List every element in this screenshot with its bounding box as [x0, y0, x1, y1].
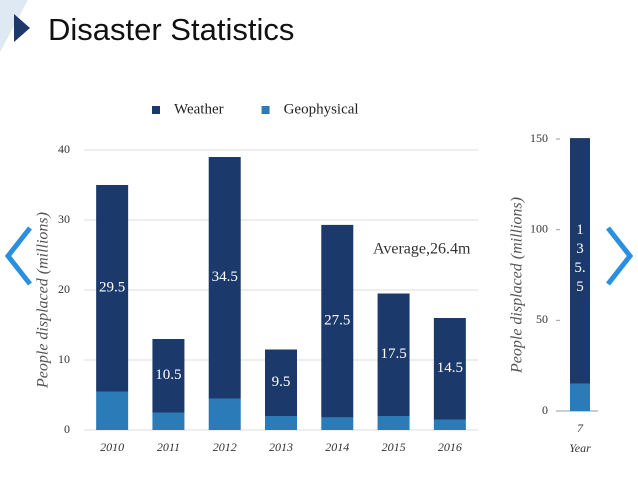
bar-segment [208, 398, 241, 430]
y-tick-label: 30 [58, 212, 70, 226]
x-tick-label: 2015 [382, 440, 406, 454]
bar-segment [433, 419, 466, 430]
data-label: 9.5 [272, 374, 291, 390]
y-axis-title: People displaced (millions) [35, 212, 52, 389]
x-tick-label: 2016 [438, 440, 462, 454]
bar-segment [152, 339, 185, 413]
data-label: 135.5 [574, 221, 586, 295]
legend-label: Geophysical [284, 101, 359, 117]
y-tick-label: 0 [64, 422, 70, 436]
bar-segment [570, 383, 590, 411]
data-label: 14.5 [437, 360, 463, 376]
bar-segment [377, 293, 410, 416]
y-tick-label: 0 [542, 403, 548, 417]
x-tick-label: 7 [577, 421, 584, 435]
data-label: 17.5 [380, 346, 406, 362]
bar-segment [265, 349, 297, 416]
bar-segment [96, 391, 129, 430]
x-tick-label: 2013 [269, 440, 293, 454]
x-tick-label: 2011 [157, 440, 180, 454]
bar-segment [570, 138, 590, 384]
bar-segment [377, 416, 410, 430]
y-tick-label: 50 [536, 312, 548, 326]
data-label: 27.5 [324, 313, 350, 329]
y-tick-label: 150 [530, 131, 548, 145]
title-marker [14, 14, 30, 42]
data-label: 29.5 [99, 280, 125, 296]
legend-swatch [152, 106, 160, 114]
x-tick-label: 2014 [325, 440, 349, 454]
bar-segment [152, 412, 185, 430]
legend-swatch [261, 106, 270, 114]
data-label: 10.5 [155, 367, 181, 383]
bar-segment [96, 185, 129, 392]
x-tick-label: 2012 [213, 440, 237, 454]
bar-segment [321, 224, 354, 418]
next-arrow[interactable] [606, 226, 634, 286]
x-axis-title: Year [569, 441, 591, 455]
bar-segment [433, 318, 466, 420]
bar-segment [208, 157, 241, 399]
y-tick-label: 40 [58, 142, 70, 156]
prev-arrow[interactable] [4, 226, 32, 286]
legend-label: Weather [174, 101, 224, 117]
bar-segment [265, 416, 297, 430]
x-tick-label: 2010 [100, 440, 124, 454]
y-tick-label: 20 [58, 282, 70, 296]
bar-segment [321, 417, 354, 430]
y-axis-title: People displaced (millions) [509, 197, 526, 374]
data-label: 34.5 [212, 269, 238, 285]
annotation: Average,26.4m [373, 241, 471, 258]
y-tick-label: 100 [530, 221, 548, 235]
slide-title: Disaster Statistics [48, 12, 294, 47]
y-tick-label: 10 [58, 352, 70, 366]
